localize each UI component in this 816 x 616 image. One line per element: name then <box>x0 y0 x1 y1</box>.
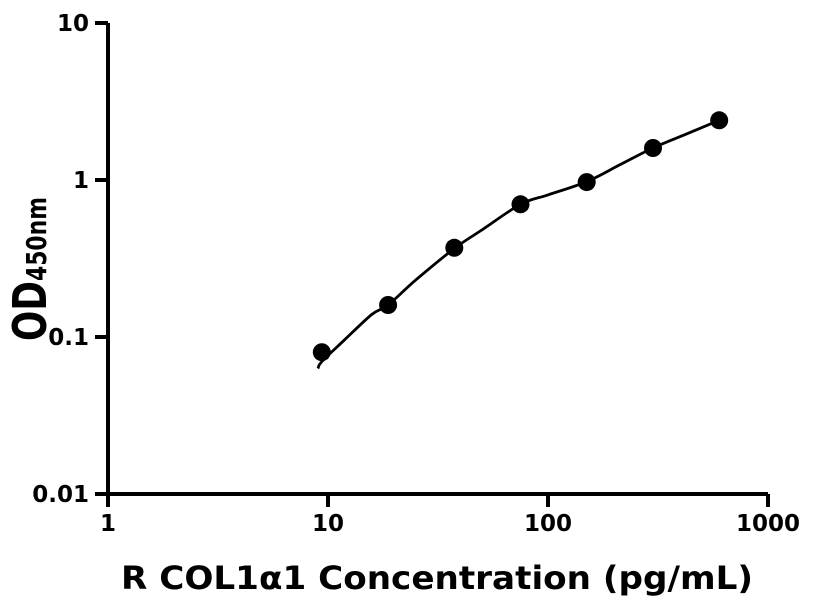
fit-curve-layer <box>316 119 720 370</box>
data-point <box>644 139 662 157</box>
y-tick-label: 1 <box>73 168 89 194</box>
axes-layer <box>106 23 768 496</box>
data-point <box>312 343 331 362</box>
y-tick-label: 10 <box>57 11 89 37</box>
x-tick-label: 100 <box>524 511 572 537</box>
fit-curve <box>316 119 720 370</box>
data-point <box>445 238 464 257</box>
data-point <box>577 173 596 192</box>
data-point <box>511 195 530 214</box>
y-axis-title-main: OD <box>3 281 57 341</box>
x-tick-label: 1 <box>100 511 116 537</box>
y-axis-title: OD 450nm <box>3 197 57 341</box>
y-tick-label: 0.1 <box>48 325 89 351</box>
tick-labels-layer: 0.01 0.1 1 10 1 10 100 1000 <box>32 11 800 537</box>
ticks-layer <box>95 21 770 507</box>
x-tick-label: 1000 <box>736 511 800 537</box>
y-tick-label: 0.01 <box>32 482 89 508</box>
data-points-layer <box>312 111 729 362</box>
data-point <box>379 296 398 314</box>
x-axis-title: R COL1α1 Concentration (pg/mL) <box>121 559 753 597</box>
y-axis-title-subscript: 450nm <box>20 197 53 281</box>
x-tick-label: 10 <box>312 511 344 537</box>
data-point <box>710 111 729 130</box>
axis-spines <box>106 23 768 496</box>
